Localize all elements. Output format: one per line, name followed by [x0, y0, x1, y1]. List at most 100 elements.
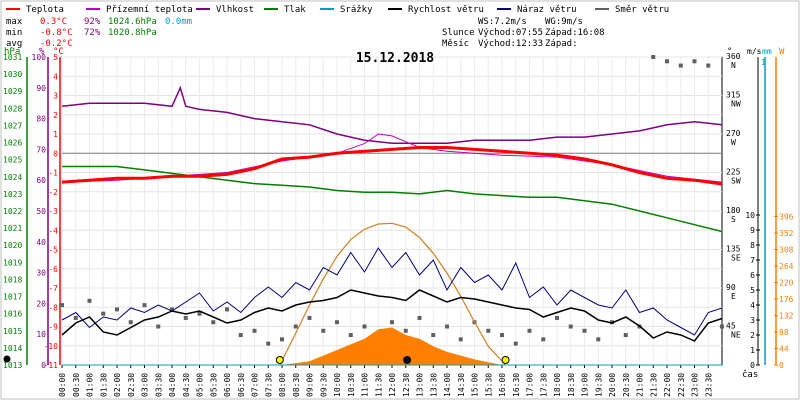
time-tick-label: 19:00	[581, 373, 590, 397]
info-wg: WG:9m/s	[545, 17, 583, 27]
x-axis-label: čas	[742, 369, 758, 380]
solar-tick-label: 44	[779, 345, 789, 354]
time-tick-label: 00:00	[58, 373, 67, 397]
stats-label-min: min	[6, 28, 22, 38]
time-tick-label: 18:00	[553, 373, 562, 397]
wind-dir-point	[445, 324, 449, 329]
wind-dir-point	[678, 63, 683, 68]
wind-dir-point	[417, 315, 422, 320]
time-tick-label: 01:30	[99, 373, 108, 397]
stats-temp-max: 0.3°C	[40, 17, 67, 27]
time-tick-label: 16:30	[512, 373, 521, 397]
pressure-tick-label: 1015	[3, 327, 22, 336]
time-tick-label: 22:00	[663, 373, 672, 397]
temperature-tick-label: 5	[53, 53, 58, 62]
wind-speed-axis-header: m/s	[747, 47, 762, 56]
time-tick-label: 03:30	[154, 373, 163, 397]
info-sunrise: Východ:07:55	[478, 28, 543, 38]
wind-dir-point	[390, 320, 394, 325]
pressure-tick-label: 1029	[3, 87, 22, 96]
time-tick-label: 21:30	[649, 373, 658, 397]
temperature-tick-label: -3	[48, 207, 58, 216]
solar-tick-label: 132	[779, 312, 794, 321]
legend: Teplota Přízemní teplota Vlhkost Tlak Srážky…	[6, 5, 669, 15]
direction-axis-header: °	[727, 47, 732, 57]
wind-dir-point	[183, 315, 188, 320]
pressure-tick-label: 1023	[3, 190, 22, 199]
legend-label-7: Směr větru	[615, 5, 669, 15]
wind-speed-tick-label: 9	[750, 226, 755, 235]
temperature-tick-label: -9	[48, 323, 58, 332]
pressure-tick-label: 1031	[3, 53, 22, 62]
rain-tick-label: 1	[761, 58, 766, 67]
humidity-tick-label: 100	[32, 53, 47, 62]
temperature-tick-label: -4	[48, 226, 58, 235]
wind-dir-point	[651, 55, 656, 59]
pressure-tick-label: 1013	[3, 361, 22, 370]
time-tick-label: 12:30	[402, 373, 411, 397]
temperature-tick-label: 3	[53, 92, 58, 101]
legend-label-4: Srážky	[340, 5, 373, 15]
time-tick-label: 04:00	[168, 373, 177, 397]
solar-axis-header: W	[779, 47, 785, 57]
temperature-tick-label: -10	[44, 342, 59, 351]
humidity-tick-label: 10	[36, 330, 46, 339]
time-tick-label: 04:30	[182, 373, 191, 397]
humidity-tick-label: 50	[36, 207, 46, 216]
direction-tick-dir: SE	[731, 254, 741, 263]
stats-panel: max min avg 0.3°C -0.8°C -0.2°C 92% 72% …	[6, 17, 192, 49]
direction-tick-deg: 45	[726, 322, 736, 331]
time-tick-label: 06:00	[223, 373, 232, 397]
wind-dir-point	[500, 333, 504, 338]
theoretical-radiation-line	[279, 222, 507, 366]
temperature-tick-label: -2	[48, 188, 58, 197]
moonrise-marker	[403, 356, 412, 364]
time-tick-label: 14:30	[457, 373, 466, 397]
wind-dir-point	[115, 307, 119, 312]
solar-tick-label: 220	[779, 279, 794, 288]
wind-dir-point	[568, 324, 573, 329]
solar-tick-label: 264	[779, 262, 794, 271]
direction-tick-deg: 270	[726, 129, 741, 138]
direction-tick-dir: N	[731, 61, 736, 70]
pressure-tick-label: 1030	[3, 70, 22, 79]
temperature-tick-label: 4	[53, 72, 58, 81]
time-tick-label: 02:00	[113, 373, 122, 397]
pressure-tick-label: 1017	[3, 293, 22, 302]
wind-speed-tick-label: 1	[750, 346, 755, 355]
legend-label-6: Náraz větru	[517, 5, 577, 15]
pressure-tick-label: 1024	[3, 173, 22, 182]
direction-tick-dir: W	[731, 138, 736, 147]
wind-dir-point	[73, 315, 78, 320]
info-ws: WS:7.2m/s	[478, 17, 527, 27]
wind-dir-point	[403, 328, 408, 333]
time-tick-label: 17:00	[526, 373, 535, 397]
plot-grid	[61, 56, 723, 366]
time-tick-label: 11:00	[361, 373, 370, 397]
stats-label-max: max	[6, 17, 23, 27]
ground-temperature-line	[61, 133, 723, 183]
time-tick-label: 13:00	[416, 373, 425, 397]
wind-dir-point	[321, 328, 326, 333]
time-tick-label: 10:30	[347, 373, 356, 397]
stats-temp-avg: -0.2°C	[40, 39, 73, 49]
humidity-tick-label: 90	[36, 84, 46, 93]
info-moonset: Západ:	[545, 39, 578, 49]
pressure-tick-label: 1027	[3, 121, 22, 130]
direction-tick-dir: S	[731, 215, 736, 224]
solar-tick-label: 176	[779, 295, 794, 304]
humidity-tick-label: 60	[36, 176, 46, 185]
stats-hum-max: 92%	[84, 17, 101, 27]
sunset-marker	[501, 356, 510, 364]
temperature-tick-label: 2	[53, 111, 58, 120]
pressure-tick-label: 1019	[3, 258, 22, 267]
time-tick-label: 03:00	[141, 373, 150, 397]
wind-dir-point	[513, 341, 518, 346]
time-tick-label: 05:00	[196, 373, 205, 397]
wind-dir-point	[555, 315, 559, 320]
direction-tick-dir: SW	[731, 177, 741, 186]
wind-dir-point	[211, 320, 216, 325]
stats-rain: 0.0mm	[165, 17, 192, 27]
humidity-tick-label: 80	[36, 115, 46, 124]
